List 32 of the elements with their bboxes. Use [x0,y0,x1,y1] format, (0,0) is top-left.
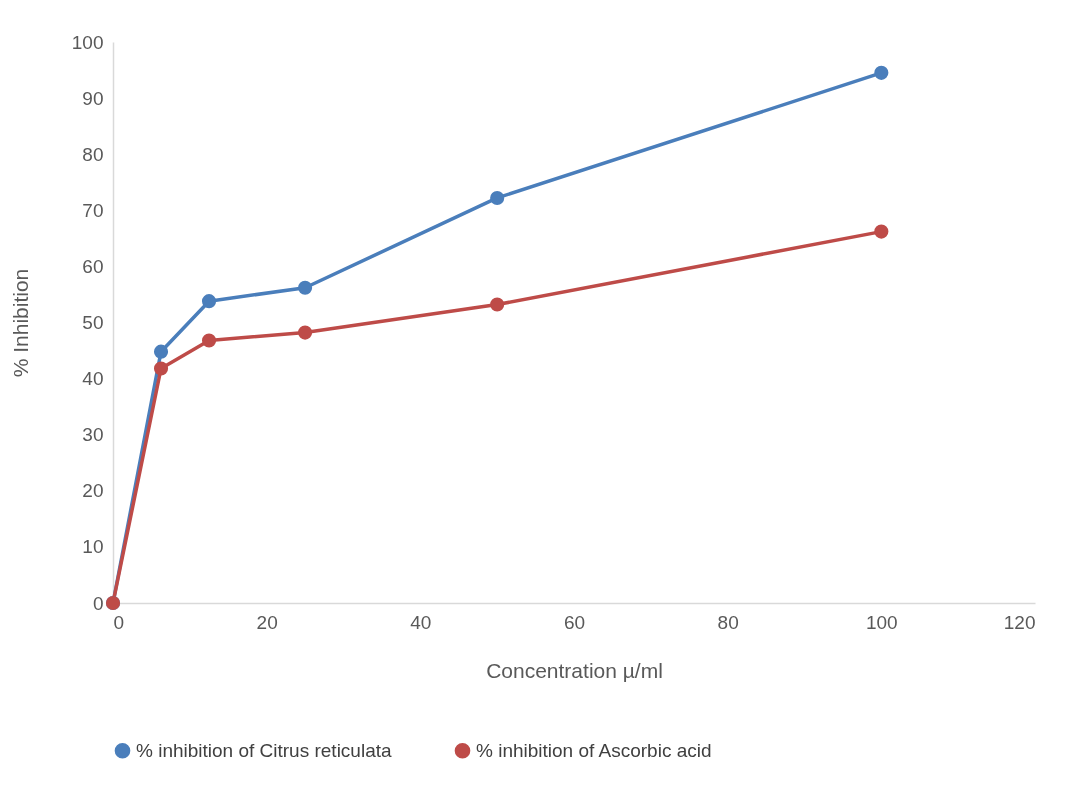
point [153,361,169,376]
x-tick-label: 120 [1003,611,1036,633]
y-tick-label: 100 [71,31,104,53]
x-tick-label: 100 [865,611,898,633]
y-tick-label: 20 [82,480,104,502]
y-tick-label: 50 [82,312,104,333]
y-tick-label: 40 [82,368,104,390]
point [874,224,889,239]
x-tick-label: 0 [113,611,125,633]
point [153,344,169,359]
x-axis-title: Concentration µ/ml [486,658,663,682]
point [298,280,313,295]
point [201,333,217,348]
point [874,65,889,80]
y-tick-label: 80 [82,143,104,165]
point [298,325,313,340]
point [490,297,505,312]
y-tick-label: 60 [82,255,104,277]
point [201,294,217,309]
y-tick-label: 0 [92,592,104,614]
point [490,190,505,206]
y-tick-label: 70 [82,199,104,221]
x-tick-label: 20 [256,611,278,633]
x-tick-label: 40 [410,611,432,633]
y-axis-title: % Inhibition [8,268,32,378]
y-tick-label: 10 [82,536,104,558]
y-tick-label: 90 [82,87,104,109]
y-tick-label: 30 [82,424,104,446]
x-tick-label: 80 [717,611,739,633]
legend-label: % inhibition of Ascorbic acid [476,739,712,761]
x-tick-label: 60 [563,611,586,633]
legend-label: % inhibition of Citrus reticulata [136,739,392,761]
